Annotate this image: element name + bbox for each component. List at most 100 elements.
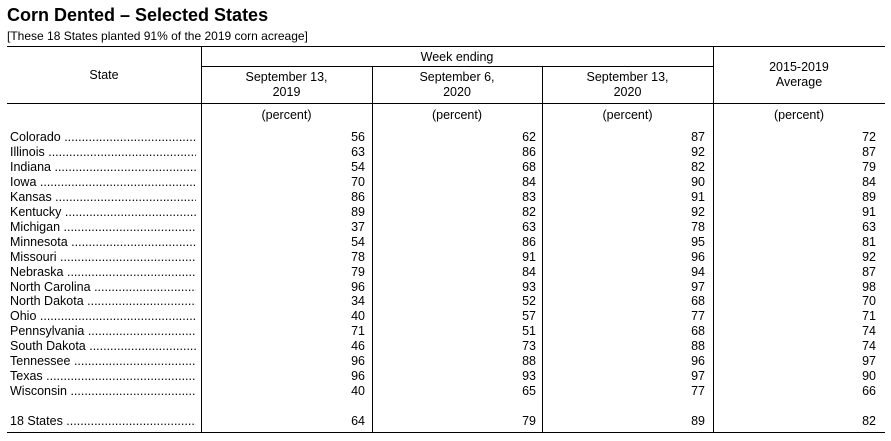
state-label: North Carolina bbox=[10, 279, 91, 294]
value-cell: 92 bbox=[862, 249, 876, 264]
value-cell: 89 bbox=[862, 189, 876, 204]
leader-dots: ........................................… bbox=[48, 144, 196, 159]
value-cell: 96 bbox=[691, 354, 705, 369]
state-name: Colorado ...............................… bbox=[10, 130, 196, 145]
unit-label: (percent) bbox=[602, 108, 653, 122]
leader-dots: ........................................… bbox=[39, 309, 196, 324]
value-cell: 84 bbox=[522, 264, 536, 279]
state-name: Kansas .................................… bbox=[10, 190, 196, 205]
table-row: Pennsylvania ...........................… bbox=[0, 324, 891, 339]
table-row: Kentucky ...............................… bbox=[0, 205, 891, 220]
state-label: Iowa bbox=[10, 174, 37, 189]
table-row: Missouri ...............................… bbox=[0, 250, 891, 265]
value-cell: 88 bbox=[691, 339, 705, 354]
value-cell: 91 bbox=[522, 249, 536, 264]
state-name: Michigan ...............................… bbox=[10, 220, 196, 235]
state-label: Colorado bbox=[10, 130, 61, 144]
table-top-rule bbox=[7, 46, 885, 47]
value-cell: 87 bbox=[862, 144, 876, 159]
value-cell: 56 bbox=[351, 130, 365, 144]
leader-dots: ........................................… bbox=[39, 174, 196, 189]
value-cell: 46 bbox=[351, 339, 365, 354]
value-cell: 83 bbox=[522, 189, 536, 204]
state-name: Tennessee ..............................… bbox=[10, 354, 196, 369]
value-cell: 81 bbox=[862, 234, 876, 249]
state-label: Missouri bbox=[10, 249, 57, 264]
state-label: Wisconsin bbox=[10, 384, 67, 399]
leader-dots: ........................................… bbox=[64, 204, 196, 219]
state-label: Indiana bbox=[10, 159, 52, 174]
state-label: Pennsylvania bbox=[10, 324, 85, 339]
value-cell: 71 bbox=[862, 309, 876, 324]
value-cell: 90 bbox=[862, 369, 876, 384]
column-header-line: Average bbox=[775, 75, 823, 89]
value-cell: 79 bbox=[862, 159, 876, 174]
state-name: Missouri ...............................… bbox=[10, 250, 196, 265]
unit-label: (percent) bbox=[773, 108, 825, 122]
table-row: North Dakota ...........................… bbox=[0, 294, 891, 309]
value-cell: 74 bbox=[862, 324, 876, 339]
state-label: Texas bbox=[10, 369, 43, 384]
value-cell: 66 bbox=[862, 384, 876, 399]
state-name: Wisconsin ..............................… bbox=[10, 384, 196, 399]
page-title: Corn Dented – Selected States bbox=[7, 5, 269, 25]
week-ending-header: Week ending bbox=[420, 50, 494, 64]
leader-dots: ........................................… bbox=[70, 384, 196, 399]
leader-dots: ........................................… bbox=[54, 159, 196, 174]
value-cell: 71 bbox=[351, 324, 365, 339]
state-label: Kansas bbox=[10, 189, 52, 204]
state-label: Tennessee bbox=[10, 354, 71, 369]
value-cell: 86 bbox=[351, 189, 365, 204]
column-header-line: 2019 bbox=[272, 85, 301, 99]
leader-dots: ........................................… bbox=[87, 294, 196, 309]
leader-dots: ........................................… bbox=[71, 234, 196, 249]
state-label: Michigan bbox=[10, 219, 61, 234]
week-ending-rule bbox=[201, 66, 713, 67]
table-row: North Carolina .........................… bbox=[0, 280, 891, 295]
leader-dots: ........................................… bbox=[66, 264, 196, 279]
table-bottom-rule bbox=[7, 432, 885, 433]
value-cell: 96 bbox=[351, 279, 365, 294]
value-cell: 70 bbox=[351, 174, 365, 189]
value-cell: 68 bbox=[691, 324, 705, 339]
table-row: Texas ..................................… bbox=[0, 369, 891, 384]
value-cell: 87 bbox=[862, 264, 876, 279]
value-cell: 91 bbox=[691, 189, 705, 204]
column-divider bbox=[372, 66, 373, 432]
value-cell: 95 bbox=[691, 234, 705, 249]
value-cell: 87 bbox=[691, 130, 705, 144]
state-name: Indiana ................................… bbox=[10, 160, 196, 175]
column-header-line: 2020 bbox=[443, 85, 471, 99]
value-cell: 63 bbox=[862, 219, 876, 234]
value-cell: 82 bbox=[522, 204, 536, 219]
column-header-sep-13-2020: September 13, 2020 bbox=[542, 70, 713, 100]
value-cell: 96 bbox=[691, 249, 705, 264]
leader-dots: ........................................… bbox=[55, 189, 196, 204]
column-header-average: 2015-2019 Average bbox=[713, 60, 885, 90]
value-cell: 68 bbox=[522, 159, 536, 174]
table-row: Kansas .................................… bbox=[0, 190, 891, 205]
value-cell: 89 bbox=[691, 414, 705, 428]
state-name: North Carolina .........................… bbox=[10, 280, 196, 295]
value-cell: 84 bbox=[522, 174, 536, 189]
state-name: North Dakota ...........................… bbox=[10, 294, 196, 309]
state-name: Minnesota ..............................… bbox=[10, 235, 196, 250]
leader-dots: ........................................… bbox=[60, 249, 196, 264]
value-cell: 78 bbox=[691, 219, 705, 234]
state-label: Illinois bbox=[10, 144, 45, 159]
state-name: Pennsylvania ...........................… bbox=[10, 324, 196, 339]
column-header-line: 2020 bbox=[613, 85, 642, 99]
column-header-line: 2015-2019 bbox=[769, 60, 829, 74]
value-cell: 97 bbox=[862, 354, 876, 369]
column-divider bbox=[201, 46, 202, 432]
unit-label: (percent) bbox=[431, 108, 483, 122]
table-row: Michigan ...............................… bbox=[0, 220, 891, 235]
value-cell: 96 bbox=[351, 354, 365, 369]
value-cell: 37 bbox=[351, 219, 365, 234]
value-cell: 93 bbox=[522, 369, 536, 384]
state-label: Ohio bbox=[10, 309, 37, 324]
value-cell: 98 bbox=[862, 279, 876, 294]
value-cell: 51 bbox=[522, 324, 536, 339]
table-row: Ohio ...................................… bbox=[0, 309, 891, 324]
value-cell: 73 bbox=[522, 339, 536, 354]
